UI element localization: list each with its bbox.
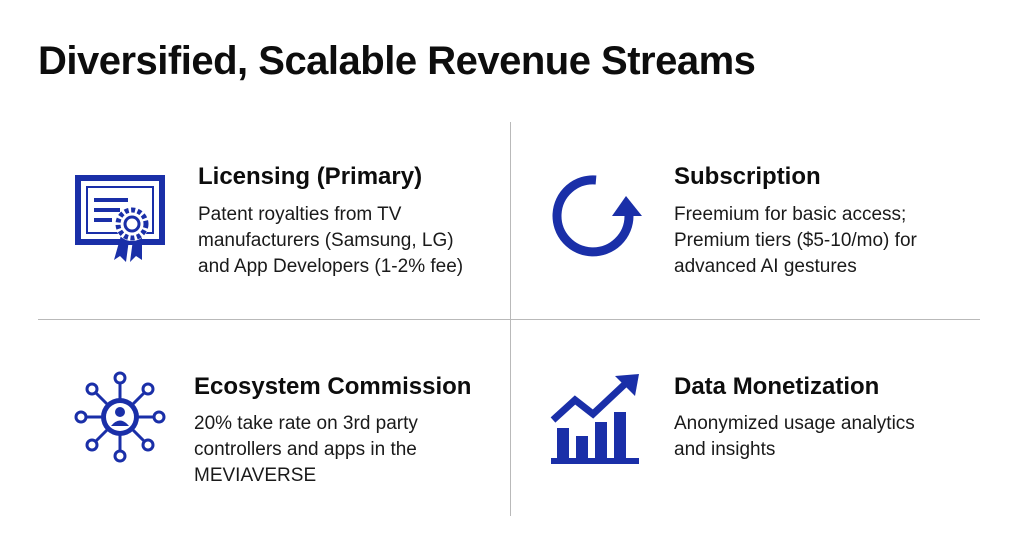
- stream-description: Patent royalties from TV manufacturers (…: [198, 202, 463, 280]
- stream-description: Freemium for basic access; Premium tiers…: [674, 202, 917, 280]
- description-line: and insights: [674, 439, 776, 460]
- description-line: controllers and apps in the: [194, 439, 417, 460]
- network-hub-icon: [74, 371, 166, 463]
- stream-heading: Data Monetization: [674, 373, 880, 400]
- stream-heading: Licensing (Primary): [198, 163, 423, 190]
- horizontal-divider: [38, 319, 980, 320]
- stream-description: Anonymized usage analytics and insights: [674, 411, 915, 463]
- description-line: Freemium for basic access;: [674, 204, 907, 225]
- refresh-cycle-icon: [552, 175, 642, 257]
- description-line: advanced AI gestures: [674, 256, 857, 277]
- description-line: Anonymized usage analytics: [674, 413, 915, 434]
- description-line: Patent royalties from TV: [198, 204, 402, 225]
- stream-heading: Subscription: [674, 163, 821, 190]
- description-line: Premium tiers ($5-10/mo) for: [674, 230, 917, 251]
- stream-heading: Ecosystem Commission: [194, 373, 472, 400]
- page-title: Diversified, Scalable Revenue Streams: [38, 39, 756, 83]
- growth-chart-icon: [550, 374, 639, 464]
- certificate-icon: [75, 175, 165, 262]
- description-line: 20% take rate on 3rd party: [194, 413, 418, 434]
- stream-description: 20% take rate on 3rd party controllers a…: [194, 411, 418, 489]
- description-line: manufacturers (Samsung, LG): [198, 230, 454, 251]
- description-line: MEVIAVERSE: [194, 465, 317, 486]
- description-line: and App Developers (1-2% fee): [198, 256, 464, 277]
